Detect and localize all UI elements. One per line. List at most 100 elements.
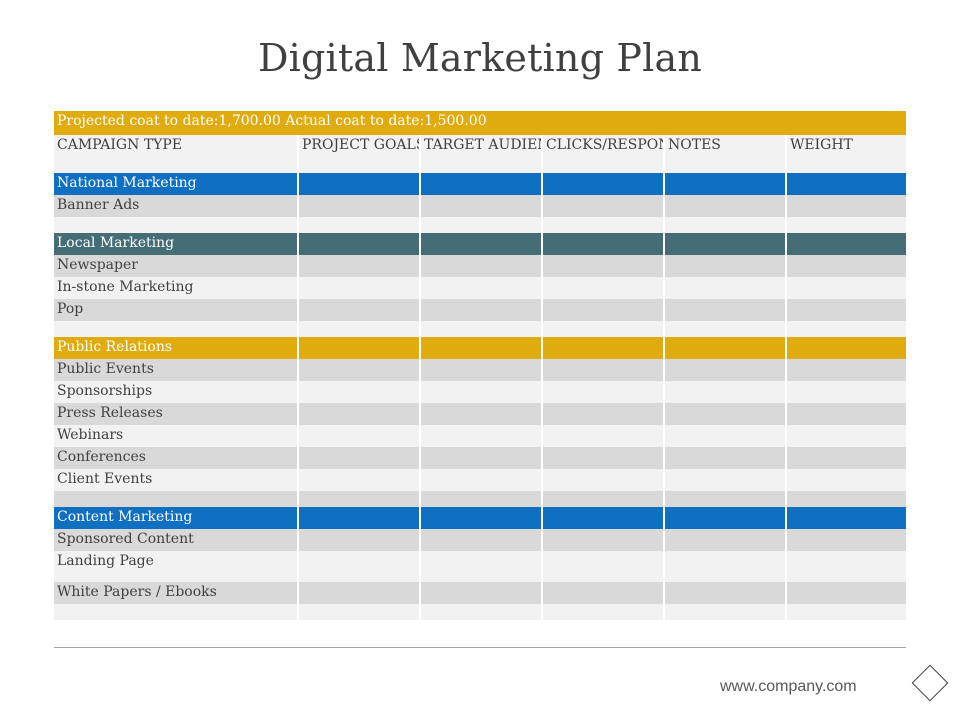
campaign-type-cell: Banner Ads bbox=[54, 195, 299, 217]
section-cell bbox=[784, 507, 907, 529]
section-cell bbox=[419, 337, 543, 359]
page-title: Digital Marketing Plan bbox=[257, 36, 703, 80]
table-cell bbox=[419, 299, 543, 321]
table-cell bbox=[663, 582, 787, 604]
table-cell bbox=[541, 359, 665, 381]
table-cell bbox=[541, 277, 665, 299]
table-cell bbox=[297, 321, 421, 337]
table-cell bbox=[541, 299, 665, 321]
campaign-type-cell bbox=[54, 604, 299, 620]
table-cell bbox=[297, 277, 421, 299]
table-cell bbox=[419, 469, 543, 491]
table-cell bbox=[541, 491, 665, 507]
table-cell bbox=[784, 604, 907, 620]
table-cell bbox=[541, 321, 665, 337]
section-cell bbox=[541, 337, 665, 359]
table-cell bbox=[541, 447, 665, 469]
campaign-type-cell: Conferences bbox=[54, 447, 299, 469]
table-cell bbox=[784, 529, 907, 551]
table-row: Pop bbox=[54, 299, 907, 321]
column-header: CAMPAIGN TYPE bbox=[54, 135, 299, 173]
table-row: Sponsored Content bbox=[54, 529, 907, 551]
table-row: Public Events bbox=[54, 359, 907, 381]
table-row bbox=[54, 217, 907, 233]
table-cell bbox=[663, 447, 787, 469]
table-cell bbox=[297, 469, 421, 491]
column-header: PROJECT GOALS bbox=[297, 135, 421, 173]
table-cell bbox=[297, 551, 421, 582]
table-cell bbox=[419, 551, 543, 582]
table-cell bbox=[419, 381, 543, 403]
table-cell bbox=[663, 299, 787, 321]
table-cell bbox=[663, 217, 787, 233]
table-cell bbox=[784, 447, 907, 469]
table-cell bbox=[419, 491, 543, 507]
column-header-row: CAMPAIGN TYPE PROJECT GOALS TARGET AUDIE… bbox=[54, 135, 907, 173]
table-cell bbox=[663, 359, 787, 381]
table-cell bbox=[541, 381, 665, 403]
table-cell bbox=[663, 604, 787, 620]
section-cell bbox=[419, 507, 543, 529]
projected-cost-text: Projected coat to date:1,700.00 Actual c… bbox=[54, 111, 907, 135]
section-cell bbox=[419, 173, 543, 195]
campaign-type-cell bbox=[54, 321, 299, 337]
table-row bbox=[54, 491, 907, 507]
section-cell bbox=[297, 507, 421, 529]
campaign-type-cell: Pop bbox=[54, 299, 299, 321]
table-cell bbox=[419, 359, 543, 381]
table-cell bbox=[663, 403, 787, 425]
table-cell bbox=[784, 321, 907, 337]
campaign-type-cell: Client Events bbox=[54, 469, 299, 491]
table-cell bbox=[297, 447, 421, 469]
table-cell bbox=[419, 255, 543, 277]
section-header-row: National Marketing bbox=[54, 173, 907, 195]
table-cell bbox=[419, 277, 543, 299]
section-cell bbox=[663, 173, 787, 195]
campaign-type-cell: Sponsored Content bbox=[54, 529, 299, 551]
table-cell bbox=[419, 582, 543, 604]
table-cell bbox=[663, 551, 787, 582]
table-cell bbox=[541, 469, 665, 491]
table-row bbox=[54, 321, 907, 337]
table-cell bbox=[784, 217, 907, 233]
table-row: Webinars bbox=[54, 425, 907, 447]
section-cell bbox=[541, 173, 665, 195]
table-cell bbox=[663, 195, 787, 217]
table-cell bbox=[297, 425, 421, 447]
table-cell bbox=[784, 582, 907, 604]
table-cell bbox=[297, 403, 421, 425]
campaign-type-cell: Public Events bbox=[54, 359, 299, 381]
column-header: CLICKS/RESPONSE bbox=[541, 135, 665, 173]
table-cell bbox=[784, 255, 907, 277]
table-cell bbox=[297, 604, 421, 620]
table-cell bbox=[297, 217, 421, 233]
section-label: National Marketing bbox=[54, 173, 299, 195]
marketing-plan-table: Projected coat to date:1,700.00 Actual c… bbox=[54, 111, 907, 620]
column-header: WEIGHT bbox=[784, 135, 907, 173]
section-cell bbox=[419, 233, 543, 255]
table-cell bbox=[541, 582, 665, 604]
campaign-type-cell: Sponsorships bbox=[54, 381, 299, 403]
table-row: Banner Ads bbox=[54, 195, 907, 217]
table-row bbox=[54, 604, 907, 620]
campaign-type-cell: White Papers / Ebooks bbox=[54, 582, 299, 604]
table-cell bbox=[419, 403, 543, 425]
footer-url: www.company.com bbox=[720, 678, 857, 695]
table-cell bbox=[419, 604, 543, 620]
section-header-row: Public Relations bbox=[54, 337, 907, 359]
table-cell bbox=[541, 551, 665, 582]
table-cell bbox=[297, 529, 421, 551]
table-row: Client Events bbox=[54, 469, 907, 491]
section-cell bbox=[784, 337, 907, 359]
section-header-row: Content Marketing bbox=[54, 507, 907, 529]
table-cell bbox=[784, 469, 907, 491]
campaign-type-cell bbox=[54, 217, 299, 233]
table-row: White Papers / Ebooks bbox=[54, 582, 907, 604]
table-cell bbox=[784, 551, 907, 582]
table-cell bbox=[419, 529, 543, 551]
section-cell bbox=[297, 173, 421, 195]
table-cell bbox=[297, 491, 421, 507]
table-cell bbox=[541, 195, 665, 217]
table-cell bbox=[663, 381, 787, 403]
table-row: Newspaper bbox=[54, 255, 907, 277]
